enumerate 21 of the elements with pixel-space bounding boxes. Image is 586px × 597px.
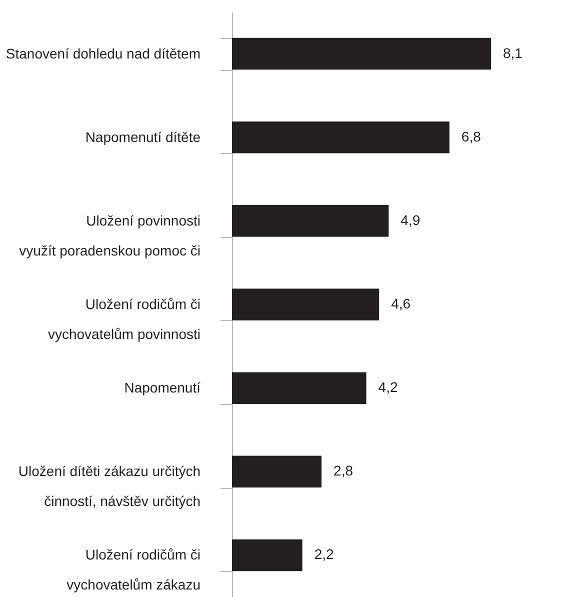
bar xyxy=(232,288,380,320)
data-label: 4,2 xyxy=(378,379,398,396)
y-tick-label: Uložení rodičům či vychovatelům zákazu xyxy=(66,546,200,593)
y-tick-label: Uložení povinnosti využít poradenskou pomoc či xyxy=(19,212,200,258)
data-label: 8,1 xyxy=(503,44,523,61)
bar xyxy=(232,205,389,237)
bar xyxy=(232,121,450,154)
y-tick-label: Stanovení dohledu nad dítětem xyxy=(6,45,200,62)
y-tick-label: Uložení dítěti zákazu určitých činností, návštěv určitých xyxy=(18,463,200,510)
data-label: 4,9 xyxy=(400,212,420,228)
data-label: 6,8 xyxy=(461,128,482,144)
y-tick-label: Uložení rodičům či vychovatelům povinnosti xyxy=(48,296,200,342)
data-label: 2,2 xyxy=(314,546,334,562)
data-label: 2,8 xyxy=(334,462,354,479)
y-tick-label: Napomenutí xyxy=(124,380,201,396)
y-tick-label: Napomenutí dítěte xyxy=(85,128,201,145)
data-label: 4,6 xyxy=(391,296,411,312)
bar xyxy=(232,38,491,70)
bar xyxy=(232,456,322,488)
bar xyxy=(232,539,302,572)
bar xyxy=(232,372,366,404)
